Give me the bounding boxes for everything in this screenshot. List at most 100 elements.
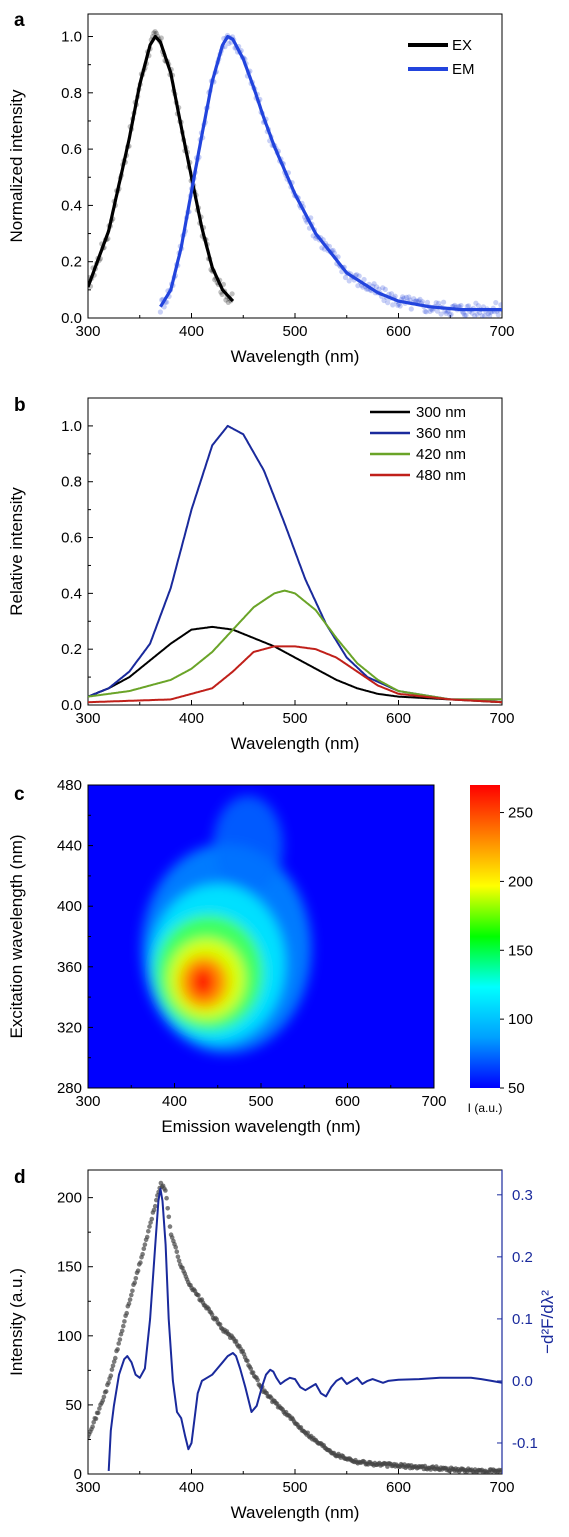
legend-label: 300 nm <box>416 404 466 421</box>
plot-frame <box>87 13 503 319</box>
intensity-point <box>175 1254 181 1259</box>
data-point <box>443 310 449 316</box>
x-tick-label: 500 <box>282 323 307 340</box>
data-point <box>423 309 429 315</box>
data-point <box>460 310 467 316</box>
data-point <box>465 303 472 309</box>
intensity-point <box>121 1323 126 1329</box>
intensity-point <box>142 1242 148 1247</box>
data-point <box>385 300 391 306</box>
intensity-point <box>196 1293 201 1298</box>
data-point <box>463 312 469 318</box>
intensity-point <box>119 1328 125 1334</box>
series-line-ex <box>88 34 235 303</box>
x-tick-label: 500 <box>282 1479 307 1496</box>
data-point <box>157 309 163 315</box>
data-point <box>403 294 409 300</box>
x-tick-label: 700 <box>489 323 514 340</box>
series-em <box>157 32 502 318</box>
data-point <box>371 281 377 287</box>
y-tick-label: 320 <box>57 1019 82 1036</box>
intensity-point <box>126 1301 132 1306</box>
intensity-point <box>248 1366 254 1371</box>
data-point <box>346 278 352 284</box>
intensity-point <box>103 1389 109 1394</box>
legend-label: 480 nm <box>416 467 466 484</box>
data-point <box>152 29 158 35</box>
panel-label: a <box>14 10 25 31</box>
heatmap-plume-tail <box>213 795 284 896</box>
y-tick-label: 440 <box>57 838 82 855</box>
data-point <box>416 298 422 304</box>
data-point <box>424 299 431 305</box>
intensity-point <box>113 1355 118 1361</box>
y-axis-title: Relative intensity <box>7 487 26 616</box>
colorbar-tick-label: 50 <box>508 1080 525 1097</box>
y-tick-label: 100 <box>57 1328 82 1345</box>
data-point <box>452 302 458 308</box>
data-point <box>436 300 442 306</box>
y-tick-label: 0.4 <box>61 585 82 602</box>
intensity-point <box>148 1220 153 1225</box>
y-tick-label: 480 <box>57 777 82 794</box>
intensity-point <box>129 1292 134 1298</box>
intensity-point <box>141 1246 147 1251</box>
series-ex <box>88 29 235 305</box>
x-tick-label: 300 <box>75 710 100 727</box>
x-tick-label: 600 <box>386 710 411 727</box>
y-tick-label: 360 <box>57 959 82 976</box>
data-point <box>388 291 395 297</box>
data-point <box>438 311 444 317</box>
data-point <box>419 299 426 305</box>
intensity-point <box>166 1214 172 1220</box>
intensity-point <box>167 1224 173 1229</box>
x-tick-label: 500 <box>248 1093 273 1110</box>
intensity-point <box>135 1268 141 1273</box>
x-axis-title: Wavelength (nm) <box>231 347 360 366</box>
intensity-point <box>100 1398 106 1403</box>
intensity-point <box>111 1359 117 1364</box>
data-point <box>408 306 414 312</box>
data-point <box>447 312 453 318</box>
intensity-point <box>151 1207 157 1213</box>
y2-tick-label: 0.0 <box>512 1373 533 1390</box>
intensity-point <box>90 1424 95 1429</box>
intensity-point <box>109 1367 115 1372</box>
x-tick-label: 300 <box>75 323 100 340</box>
data-point <box>448 311 454 317</box>
y-tick-label: 0.6 <box>61 530 82 547</box>
y-axis-title: Intensity (a.u.) <box>7 1268 26 1376</box>
intensity-point <box>106 1380 111 1385</box>
y-tick-label: 0.0 <box>61 697 82 714</box>
data-point <box>487 313 493 318</box>
intensity-point <box>93 1416 99 1422</box>
series-line-480-nm <box>88 645 502 704</box>
intensity-point <box>176 1258 182 1264</box>
data-point <box>356 273 362 279</box>
data-point <box>482 313 488 318</box>
intensity-point <box>122 1319 127 1324</box>
colorbar-tick-label: 200 <box>508 873 533 890</box>
data-point <box>422 308 428 314</box>
panel-d: 300 400 500 600 700 0 50 100 150 200 Wavelength (n… <box>7 1167 557 1522</box>
data-point <box>462 312 468 318</box>
y-tick-label: 1.0 <box>61 418 82 435</box>
data-point <box>413 298 419 304</box>
legend-label-ex: EX <box>452 37 472 54</box>
colorbar-title: I (a.u.) <box>468 1101 503 1115</box>
x-tick-label: 700 <box>489 710 514 727</box>
intensity-point <box>255 1377 260 1383</box>
colorbar <box>470 785 500 1088</box>
panel-label: c <box>14 784 25 805</box>
x-axis-title: Emission wavelength (nm) <box>161 1117 360 1136</box>
data-point <box>493 300 499 306</box>
data-point <box>442 308 448 314</box>
data-point <box>411 296 417 302</box>
panel-d-series <box>88 1180 502 1474</box>
data-point <box>434 308 440 314</box>
x-tick-label: 400 <box>179 323 204 340</box>
data-point <box>469 310 475 316</box>
y-tick-label: 0.2 <box>61 641 82 658</box>
x-tick-label: 700 <box>421 1093 446 1110</box>
intensity-point <box>209 1312 215 1317</box>
